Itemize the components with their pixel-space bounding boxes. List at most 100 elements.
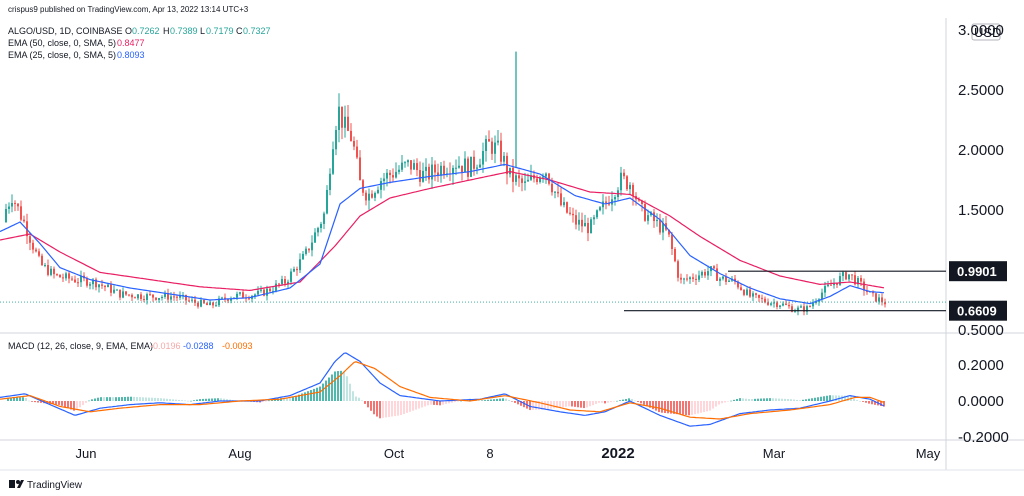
- candle: [707, 265, 709, 280]
- candle: [392, 168, 394, 183]
- candle: [65, 271, 67, 281]
- candle: [140, 292, 142, 301]
- histogram-bar: [451, 401, 453, 403]
- candle: [134, 296, 136, 299]
- candle: [500, 132, 502, 166]
- histogram-bar: [646, 401, 648, 407]
- currency-badge[interactable]: USD: [971, 23, 1001, 41]
- histogram-bar: [91, 399, 93, 401]
- histogram-bar: [118, 397, 120, 401]
- candle: [755, 292, 757, 299]
- histogram-bar: [688, 401, 690, 416]
- histogram-bar: [196, 399, 198, 401]
- histogram-bar: [541, 401, 543, 410]
- histogram-bar: [22, 397, 24, 401]
- histogram-bar: [721, 401, 723, 404]
- candle: [479, 158, 481, 168]
- candle: [788, 301, 790, 309]
- histogram-bar: [484, 400, 486, 401]
- histogram-bar: [775, 398, 777, 401]
- histogram-bar: [676, 401, 678, 415]
- candle: [452, 165, 454, 185]
- candle: [80, 270, 82, 287]
- histogram-bar: [643, 401, 645, 405]
- histogram-bar: [256, 401, 258, 403]
- histogram-bar: [187, 400, 189, 402]
- histogram-bar: [304, 392, 306, 401]
- candle: [701, 270, 703, 279]
- histogram-bar: [490, 399, 492, 401]
- histogram-bar: [628, 398, 630, 401]
- histogram-bar: [358, 397, 360, 401]
- candle: [128, 294, 130, 297]
- candle: [359, 150, 361, 181]
- histogram-bar: [622, 399, 624, 401]
- candle: [611, 191, 613, 212]
- histogram-bar: [709, 401, 711, 411]
- histogram-bar: [31, 401, 33, 402]
- candle: [23, 215, 25, 223]
- histogram-bar: [151, 397, 153, 401]
- histogram-bar: [154, 397, 156, 401]
- time-tick-label: Jun: [76, 446, 97, 461]
- candle: [518, 169, 520, 187]
- candle: [335, 125, 337, 156]
- candle: [215, 301, 217, 307]
- candle: [635, 192, 637, 206]
- macd-axis-ticks: 0.2000 0.0000 -0.2000: [958, 357, 1009, 446]
- histogram-bar: [520, 401, 522, 406]
- candle: [314, 228, 316, 243]
- candle: [536, 174, 538, 185]
- candle: [521, 175, 523, 192]
- candle: [647, 209, 649, 225]
- histogram-bar: [496, 398, 498, 401]
- ema50-value: 0.8477: [117, 38, 145, 48]
- histogram-bar: [439, 401, 441, 406]
- candle: [122, 287, 124, 299]
- histogram-bar: [334, 371, 336, 401]
- candle: [539, 175, 541, 184]
- tradingview-logo[interactable]: TradingView: [9, 480, 83, 491]
- ema50-line: [0, 170, 885, 292]
- candle: [17, 203, 19, 211]
- candle: [458, 156, 460, 169]
- histogram-bar: [724, 401, 726, 403]
- histogram-bar: [829, 395, 831, 401]
- histogram-bar: [787, 398, 789, 401]
- ohlc-high-value: 0.7389: [170, 26, 198, 36]
- histogram-bar: [667, 401, 669, 414]
- candle: [836, 283, 838, 289]
- candle: [770, 302, 772, 307]
- candle: [620, 166, 622, 196]
- histogram-bar: [736, 398, 738, 401]
- candle: [758, 294, 760, 302]
- candle: [68, 270, 70, 284]
- histogram-bar: [319, 386, 321, 401]
- histogram-bar: [532, 401, 534, 410]
- candle: [812, 299, 814, 309]
- candle: [350, 123, 352, 142]
- price-tick-label: 3.0000: [958, 22, 1004, 39]
- histogram-bar: [223, 398, 225, 401]
- candle: [842, 270, 844, 282]
- candle: [671, 232, 673, 256]
- candle: [629, 182, 631, 196]
- candle: [416, 158, 418, 177]
- macd-label: MACD (12, 26, close, 9, EMA, EMA): [8, 341, 153, 351]
- candle: [563, 197, 565, 208]
- histogram-bar: [229, 399, 231, 401]
- histogram-bar: [739, 398, 741, 401]
- histogram-bar: [361, 400, 363, 402]
- candle: [161, 295, 163, 301]
- histogram-bar: [499, 398, 501, 401]
- histogram-bar: [325, 380, 327, 401]
- time-tick-label: 8: [486, 446, 493, 461]
- histogram-bar: [553, 401, 555, 409]
- histogram-bar: [97, 397, 99, 401]
- candle: [344, 105, 346, 138]
- candle: [434, 160, 436, 182]
- candle: [698, 270, 700, 283]
- histogram-bar: [382, 401, 384, 418]
- histogram-bar: [175, 399, 177, 401]
- candle: [386, 168, 388, 187]
